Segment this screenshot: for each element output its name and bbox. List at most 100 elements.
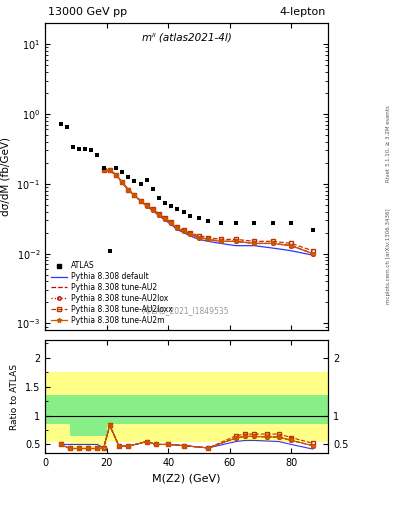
Pythia 8.308 tune-AU2m bbox=[233, 238, 238, 244]
Pythia 8.308 tune-AU2loxx bbox=[175, 224, 180, 230]
ATLAS bbox=[70, 143, 75, 150]
Pythia 8.308 default bbox=[120, 179, 125, 185]
ATLAS bbox=[101, 164, 106, 170]
Pythia 8.308 tune-AU2loxx bbox=[218, 237, 223, 243]
Pythia 8.308 tune-AU2 bbox=[157, 211, 162, 218]
Pythia 8.308 default bbox=[270, 245, 275, 251]
Pythia 8.308 tune-AU2lox bbox=[181, 228, 186, 234]
Pythia 8.308 tune-AU2m bbox=[175, 225, 180, 231]
Pythia 8.308 default bbox=[169, 222, 174, 228]
Pythia 8.308 default bbox=[289, 248, 294, 254]
Pythia 8.308 tune-AU2loxx bbox=[120, 179, 125, 185]
ATLAS bbox=[77, 146, 81, 153]
ATLAS bbox=[126, 174, 130, 180]
Pythia 8.308 default bbox=[206, 238, 211, 244]
ATLAS bbox=[138, 181, 143, 187]
Pythia 8.308 tune-AU2loxx bbox=[206, 234, 211, 241]
Pythia 8.308 tune-AU2m bbox=[132, 193, 137, 199]
Pythia 8.308 tune-AU2m bbox=[270, 240, 275, 246]
Pythia 8.308 tune-AU2loxx bbox=[151, 206, 155, 212]
ATLAS bbox=[58, 121, 63, 127]
Pythia 8.308 tune-AU2lox bbox=[120, 179, 125, 185]
Pythia 8.308 tune-AU2lox bbox=[196, 234, 201, 241]
Pythia 8.308 tune-AU2m bbox=[187, 231, 192, 237]
Pythia 8.308 tune-AU2lox bbox=[233, 238, 238, 244]
Pythia 8.308 tune-AU2 bbox=[270, 240, 275, 246]
Pythia 8.308 tune-AU2m bbox=[126, 187, 130, 193]
ATLAS bbox=[83, 146, 88, 153]
Pythia 8.308 tune-AU2loxx bbox=[114, 172, 118, 178]
Pythia 8.308 tune-AU2 bbox=[187, 231, 192, 237]
Pythia 8.308 tune-AU2 bbox=[252, 240, 257, 246]
Legend: ATLAS, Pythia 8.308 default, Pythia 8.308 tune-AU2, Pythia 8.308 tune-AU2lox, Py: ATLAS, Pythia 8.308 default, Pythia 8.30… bbox=[49, 260, 174, 327]
Pythia 8.308 tune-AU2 bbox=[126, 187, 130, 193]
ATLAS bbox=[206, 218, 211, 224]
Pythia 8.308 tune-AU2loxx bbox=[157, 211, 162, 217]
Pythia 8.308 tune-AU2loxx bbox=[270, 238, 275, 244]
ATLAS bbox=[233, 221, 238, 227]
Pythia 8.308 tune-AU2lox bbox=[114, 172, 118, 178]
Text: mcplots.cern.ch [arXiv:1306.3436]: mcplots.cern.ch [arXiv:1306.3436] bbox=[386, 208, 391, 304]
Pythia 8.308 tune-AU2loxx bbox=[196, 233, 201, 239]
Pythia 8.308 default bbox=[132, 193, 137, 199]
Line: Pythia 8.308 tune-AU2lox: Pythia 8.308 tune-AU2lox bbox=[102, 169, 314, 255]
Pythia 8.308 tune-AU2m bbox=[181, 228, 186, 234]
Pythia 8.308 tune-AU2lox bbox=[107, 167, 112, 174]
Pythia 8.308 tune-AU2 bbox=[233, 238, 238, 244]
Pythia 8.308 tune-AU2 bbox=[206, 237, 211, 243]
Pythia 8.308 default bbox=[233, 243, 238, 249]
Pythia 8.308 tune-AU2m bbox=[163, 216, 167, 222]
Pythia 8.308 tune-AU2 bbox=[181, 228, 186, 234]
Pythia 8.308 default bbox=[151, 208, 155, 214]
Pythia 8.308 tune-AU2loxx bbox=[138, 198, 143, 204]
Pythia 8.308 tune-AU2loxx bbox=[289, 240, 294, 246]
Pythia 8.308 tune-AU2 bbox=[289, 243, 294, 249]
Pythia 8.308 default bbox=[157, 212, 162, 219]
Pythia 8.308 tune-AU2lox bbox=[138, 198, 143, 204]
Pythia 8.308 tune-AU2lox bbox=[169, 221, 174, 227]
Pythia 8.308 default bbox=[101, 167, 106, 174]
Pythia 8.308 tune-AU2m bbox=[289, 243, 294, 249]
Pythia 8.308 tune-AU2loxx bbox=[252, 238, 257, 244]
Pythia 8.308 tune-AU2 bbox=[218, 238, 223, 244]
ATLAS bbox=[289, 221, 294, 227]
Pythia 8.308 default bbox=[138, 198, 143, 204]
Pythia 8.308 tune-AU2m bbox=[169, 221, 174, 227]
Text: mˡˡ (atlas2021-4l): mˡˡ (atlas2021-4l) bbox=[142, 32, 231, 42]
Line: Pythia 8.308 tune-AU2m: Pythia 8.308 tune-AU2m bbox=[101, 168, 315, 256]
Pythia 8.308 default bbox=[107, 167, 112, 174]
Line: Pythia 8.308 tune-AU2loxx: Pythia 8.308 tune-AU2loxx bbox=[102, 169, 314, 252]
Pythia 8.308 tune-AU2lox bbox=[218, 238, 223, 244]
Pythia 8.308 tune-AU2m bbox=[151, 207, 155, 213]
ATLAS bbox=[89, 147, 94, 154]
Pythia 8.308 default bbox=[218, 240, 223, 246]
ATLAS bbox=[218, 221, 223, 227]
Pythia 8.308 tune-AU2 bbox=[163, 216, 167, 222]
Pythia 8.308 tune-AU2m bbox=[206, 237, 211, 243]
Pythia 8.308 tune-AU2loxx bbox=[310, 248, 315, 254]
Pythia 8.308 tune-AU2lox bbox=[310, 250, 315, 257]
Pythia 8.308 tune-AU2lox bbox=[151, 207, 155, 213]
Pythia 8.308 tune-AU2 bbox=[138, 198, 143, 204]
Pythia 8.308 default bbox=[163, 217, 167, 223]
Pythia 8.308 tune-AU2 bbox=[169, 221, 174, 227]
Y-axis label: dσ/dM (fb/GeV): dσ/dM (fb/GeV) bbox=[1, 137, 11, 216]
Pythia 8.308 tune-AU2lox bbox=[252, 240, 257, 246]
ATLAS bbox=[181, 209, 186, 216]
Pythia 8.308 default bbox=[252, 243, 257, 249]
ATLAS bbox=[144, 177, 149, 183]
Pythia 8.308 tune-AU2m bbox=[120, 179, 125, 185]
Pythia 8.308 default bbox=[126, 187, 130, 193]
Pythia 8.308 default bbox=[144, 203, 149, 209]
Pythia 8.308 tune-AU2 bbox=[144, 203, 149, 209]
ATLAS bbox=[64, 124, 69, 130]
Pythia 8.308 tune-AU2 bbox=[120, 179, 125, 185]
Pythia 8.308 tune-AU2loxx bbox=[233, 237, 238, 243]
Pythia 8.308 tune-AU2loxx bbox=[163, 215, 167, 221]
Pythia 8.308 tune-AU2loxx bbox=[181, 227, 186, 233]
Pythia 8.308 tune-AU2 bbox=[175, 225, 180, 231]
Pythia 8.308 tune-AU2 bbox=[310, 250, 315, 257]
Pythia 8.308 tune-AU2loxx bbox=[126, 187, 130, 193]
Pythia 8.308 tune-AU2lox bbox=[157, 211, 162, 218]
Pythia 8.308 tune-AU2lox bbox=[270, 240, 275, 246]
